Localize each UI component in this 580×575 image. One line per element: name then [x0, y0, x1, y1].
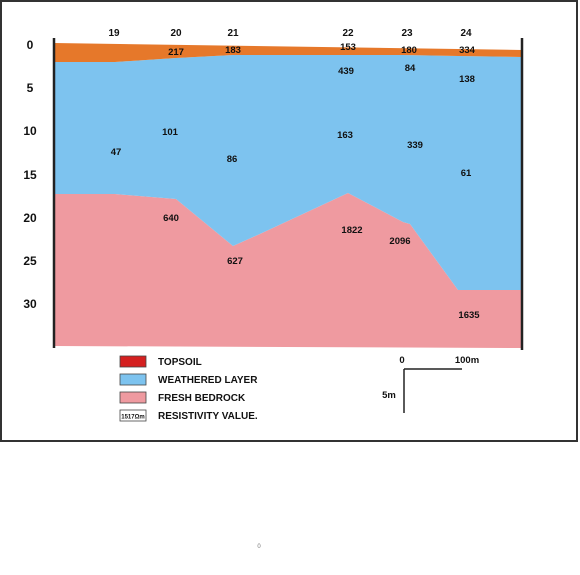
- station-label: 24: [460, 28, 472, 39]
- weathered-resistivity-value: 84: [405, 63, 416, 74]
- station-label: 19: [108, 28, 120, 39]
- legend-swatch-bedrock: [119, 391, 147, 404]
- topsoil-layer: [54, 43, 522, 62]
- depth-tick-label: 25: [23, 254, 37, 268]
- scale-origin-label: 0: [399, 355, 404, 366]
- weathered-resistivity-value: 163: [337, 130, 353, 141]
- legend-label-weathered: WEATHERED LAYER: [158, 375, 258, 386]
- station-label: 20: [170, 28, 182, 39]
- weathered-resistivity-value: 101: [162, 127, 179, 138]
- weathered-resistivity-value: 138: [459, 74, 475, 85]
- depth-tick-label: 10: [23, 124, 37, 138]
- legend-label-topsoil: TOPSOIL: [158, 357, 202, 368]
- legend: TOPSOIL WEATHERED LAYER FRESH BEDROCK 15…: [119, 355, 258, 422]
- topsoil-resistivity-value: 334: [459, 45, 476, 56]
- topsoil-resistivity-value: 180: [401, 45, 417, 56]
- depth-tick-label: 15: [23, 168, 37, 182]
- weathered-resistivity-value: 47: [111, 147, 122, 158]
- depth-tick-label: 20: [23, 211, 37, 225]
- legend-label-bedrock: FRESH BEDROCK: [158, 393, 246, 404]
- bedrock-resistivity-value: 1822: [341, 225, 362, 236]
- scale-vertical-label: 5m: [382, 390, 396, 401]
- topsoil-resistivity-value: 217: [168, 47, 184, 58]
- bedrock-resistivity-value: 1635: [458, 310, 480, 321]
- legend-swatch-weathered: [119, 373, 147, 386]
- station-label: 23: [401, 28, 413, 39]
- depth-tick-label: 5: [27, 81, 34, 95]
- fresh-bedrock-layer: [54, 193, 522, 348]
- station-label: 22: [342, 28, 354, 39]
- scale-horizontal-label: 100m: [455, 355, 479, 366]
- weathered-resistivity-value: 439: [338, 66, 354, 77]
- weathered-resistivity-value: 86: [227, 154, 238, 165]
- bedrock-resistivity-value: 640: [163, 213, 179, 224]
- topsoil-resistivity-value: 183: [225, 45, 241, 56]
- legend-swatch-topsoil: [119, 355, 147, 368]
- bedrock-resistivity-value: 2096: [389, 236, 410, 247]
- depth-tick-label: 0: [27, 38, 34, 52]
- station-label: 21: [227, 28, 239, 39]
- bedrock-resistivity-value: 627: [227, 256, 243, 267]
- legend-swatch-resistivity: [119, 409, 147, 422]
- depth-tick-label: 30: [23, 297, 37, 311]
- weathered-resistivity-value: 339: [407, 140, 423, 151]
- weathered-resistivity-value: 61: [461, 168, 472, 179]
- topsoil-resistivity-value: 153: [340, 42, 356, 53]
- figure-border: [0, 0, 578, 442]
- legend-resistivity-sample: 1517Ωm: [121, 415, 145, 421]
- legend-label-resistivity: RESISTIVITY VALUE.: [158, 411, 258, 422]
- scale-bar: 0 100m 5m: [382, 355, 479, 413]
- weathered-layer: [54, 55, 522, 290]
- footer-mark: 0: [257, 544, 261, 550]
